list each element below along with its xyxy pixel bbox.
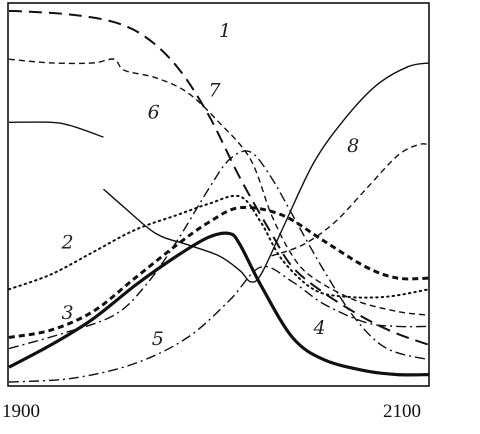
series-2-line <box>8 194 430 299</box>
series-5-line <box>8 265 430 383</box>
series-5-label: 5 <box>152 328 164 350</box>
series-unlabeled-9-line <box>271 143 430 257</box>
x-tick-label-1900: 1900 <box>2 401 40 422</box>
series-7-line <box>8 58 430 316</box>
series-8-line <box>8 150 430 361</box>
series-layer <box>8 10 430 383</box>
series-4-label: 4 <box>313 317 326 339</box>
x-tick-label-2100: 2100 <box>383 401 421 422</box>
series-3-line <box>8 205 430 339</box>
series-7-label: 7 <box>209 79 222 101</box>
series-1-line <box>8 10 430 346</box>
series-3-label: 3 <box>62 302 74 324</box>
series-4-line <box>8 231 430 377</box>
series-label-layer: 1 2 3 4 5 6 7 8 <box>61 20 360 350</box>
series-unlabeled-8-line <box>103 62 430 283</box>
series-2-label: 2 <box>61 231 74 253</box>
series-8-label: 8 <box>347 135 359 157</box>
x-tick-layer: 1900 2100 <box>2 401 421 422</box>
series-1-label: 1 <box>219 20 231 42</box>
series-6-label: 6 <box>148 102 160 124</box>
plot-frame <box>7 2 430 387</box>
series-6-line <box>8 121 104 138</box>
